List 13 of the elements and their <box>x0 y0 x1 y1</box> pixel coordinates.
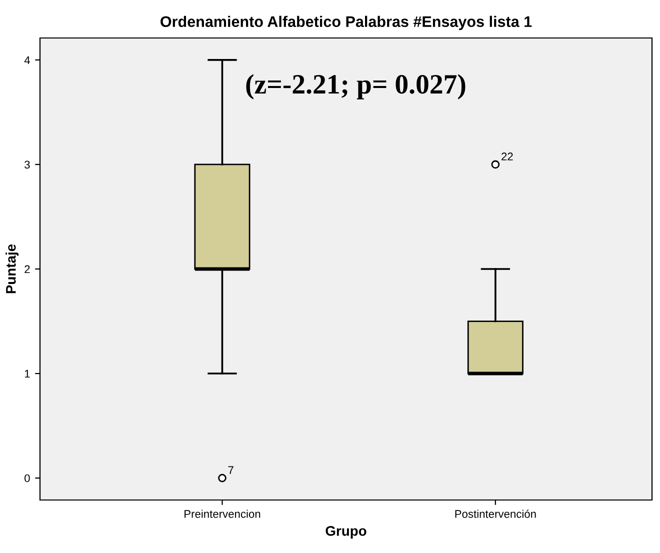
annotation: 22 <box>502 152 513 160</box>
x-axis-title: Grupo <box>326 526 366 539</box>
y-axis-title: Puntaje <box>6 244 19 294</box>
y-tick-label: 1 <box>24 370 30 378</box>
y-tick-label: 0 <box>24 474 30 482</box>
annotation: (z=-2.21; p= 0.027) <box>246 74 466 100</box>
y-tick-label: 2 <box>24 265 30 274</box>
x-tick-label: Preintervencion <box>184 510 260 518</box>
y-tick-label: 3 <box>24 160 30 169</box>
x-tick-label: Postintervención <box>455 510 536 518</box>
chart-title: Ordenamiento Alfabetico Palabras #Ensayos lista 1 <box>160 16 532 30</box>
y-tick-label: 4 <box>24 56 30 64</box>
annotation: 7 <box>228 466 234 474</box>
